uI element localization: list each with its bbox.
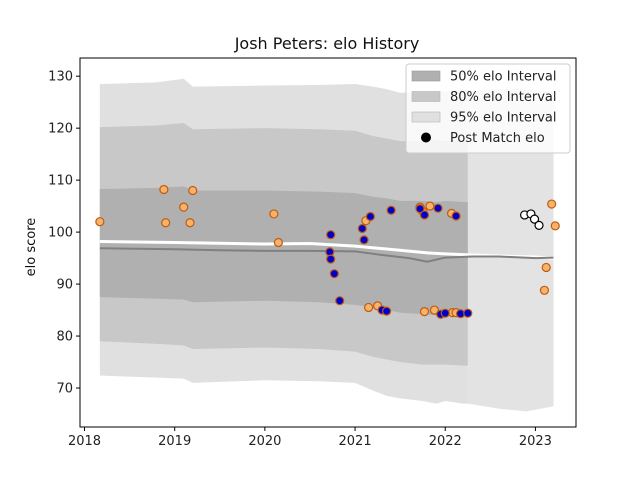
orange-match-point: [179, 202, 189, 212]
blue-match-point: [440, 308, 450, 318]
orange-match-point: [363, 302, 374, 313]
orange-match-point: [161, 218, 171, 228]
blue-match-point: [386, 205, 396, 215]
orange-match-point: [541, 262, 551, 273]
legend-label: 95% elo Interval: [450, 111, 557, 126]
chart-title: Josh Peters: elo History: [234, 34, 420, 53]
blue-match-point: [335, 296, 345, 306]
legend-label: 50% elo Interval: [450, 70, 557, 85]
orange-match-point: [550, 221, 560, 231]
post-match-point: [534, 220, 544, 230]
blue-match-point: [326, 230, 336, 240]
y-tick-label: 70: [56, 382, 73, 397]
blue-match-point: [329, 269, 339, 279]
orange-match-point: [273, 237, 283, 248]
plot-area: 2018 2019 2020 2021 2022 2023 70 80 90 100 110 120 1…: [48, 57, 577, 449]
x-tick-label: 2020: [248, 434, 281, 449]
blue-match-point: [433, 203, 443, 213]
x-tick-label: 2018: [68, 434, 101, 449]
blue-match-point: [326, 254, 336, 264]
legend-swatch: [411, 91, 441, 102]
blue-match-point: [359, 235, 369, 245]
x-tick-label: 2023: [519, 434, 552, 449]
y-axis-label: elo score: [24, 218, 39, 277]
x-tick-label: 2021: [339, 434, 372, 449]
y-tick-label: 120: [48, 122, 73, 137]
y-tick-label: 80: [56, 330, 73, 345]
y-tick-label: 100: [48, 226, 73, 241]
orange-match-point: [185, 218, 195, 228]
orange-match-point: [269, 209, 279, 219]
y-tick-label: 110: [48, 174, 73, 189]
band-95-extension: [467, 89, 554, 412]
blue-match-point: [357, 223, 367, 234]
blue-match-point: [419, 210, 430, 220]
post-match-point: [529, 214, 540, 224]
median-elo-line: [99, 247, 554, 263]
orange-match-point: [419, 307, 430, 317]
blue-match-point: [451, 211, 461, 221]
blue-match-point: [463, 308, 473, 318]
y-tick-label: 90: [56, 278, 73, 293]
blue-match-point: [415, 204, 425, 214]
x-tick-label: 2019: [158, 434, 191, 449]
x-tick-label: 2022: [429, 434, 462, 449]
legend: 50% elo Interval 80% elo Interval 95% elo …: [405, 63, 571, 154]
blue-match-point: [365, 211, 375, 222]
orange-match-point: [159, 184, 169, 195]
legend-swatch: [411, 111, 441, 123]
plot-content: [95, 78, 560, 412]
blue-match-point: [382, 306, 392, 316]
legend-label: Post Match elo: [450, 131, 545, 146]
y-tick-label: 130: [48, 70, 73, 85]
orange-match-point: [547, 199, 557, 209]
orange-match-point: [188, 185, 198, 196]
plot-frame: [79, 57, 577, 428]
orange-match-point: [95, 217, 105, 227]
orange-match-point: [425, 201, 435, 211]
legend-box: [405, 63, 571, 154]
orange-match-point: [429, 305, 440, 315]
legend-swatch: [411, 70, 441, 82]
legend-marker: [421, 132, 431, 143]
orange-match-point: [539, 285, 550, 295]
legend-label: 80% elo Interval: [450, 90, 557, 105]
